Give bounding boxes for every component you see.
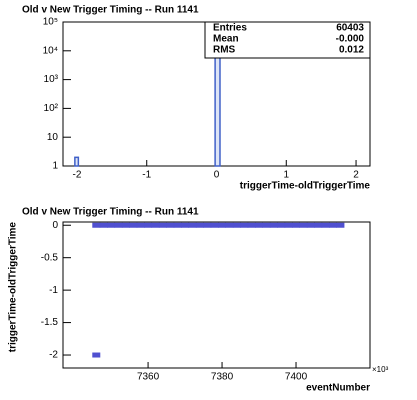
y-tick-label: 10 (47, 132, 59, 143)
point (188, 222, 197, 228)
point (136, 222, 145, 228)
y-tick-label: -1.5 (41, 317, 59, 328)
y-tick-label: 10⁵ (43, 17, 58, 28)
point (225, 222, 234, 228)
point (99, 222, 108, 228)
x-tick-label: -1 (142, 170, 151, 181)
point (336, 222, 345, 228)
point (255, 222, 264, 228)
x-multiplier: ×10³ (372, 365, 389, 374)
stats-label: RMS (213, 45, 236, 56)
y-tick-label: 1 (52, 161, 58, 172)
point (107, 222, 116, 228)
stats-box (204, 21, 371, 59)
y-tick-label: -1 (49, 285, 58, 296)
x-tick-label: 7380 (211, 372, 234, 383)
x-tick-label: 7360 (137, 372, 160, 383)
point (277, 222, 286, 228)
x-tick-label: 7400 (285, 372, 308, 383)
y-axis-label: triggerTime-oldTriggerTime (8, 222, 19, 353)
histogram-bar (74, 156, 80, 167)
stats-value: -0.000 (336, 34, 365, 45)
point (151, 222, 160, 228)
stats-value: 60403 (336, 23, 364, 34)
point (129, 222, 138, 228)
point (121, 222, 130, 228)
y-tick-label: 10² (44, 103, 59, 114)
point (284, 222, 293, 228)
point (92, 222, 101, 228)
x-tick-label: 0 (214, 170, 220, 181)
point (262, 222, 271, 228)
point (247, 222, 256, 228)
x-axis-label: eventNumber (306, 383, 370, 394)
x-tick-label: 2 (353, 170, 359, 181)
stats-label: Entries (213, 23, 247, 34)
chart-title: Old v New Trigger Timing -- Run 1141 (22, 5, 199, 16)
point (92, 352, 101, 358)
point (203, 222, 212, 228)
point (114, 222, 123, 228)
stats-label: Mean (213, 34, 239, 45)
y-tick-label: 10⁴ (43, 45, 58, 56)
point (314, 222, 323, 228)
point (306, 222, 315, 228)
point (173, 222, 182, 228)
point (166, 222, 175, 228)
point (144, 222, 153, 228)
point (299, 222, 308, 228)
point (195, 222, 204, 228)
plot-frame (62, 221, 371, 369)
point (218, 222, 227, 228)
stats-value: 0.012 (339, 45, 364, 56)
point (329, 222, 338, 228)
y-tick-label: -2 (49, 350, 58, 361)
point (240, 222, 249, 228)
x-tick-label: 1 (283, 170, 289, 181)
y-tick-label: 0 (52, 220, 58, 231)
point (321, 222, 330, 228)
y-tick-label: 10³ (44, 74, 59, 85)
point (292, 222, 301, 228)
point (232, 222, 241, 228)
y-tick-label: -0.5 (41, 252, 59, 263)
point (210, 222, 219, 228)
point (269, 222, 278, 228)
chart-title: Old v New Trigger Timing -- Run 1141 (22, 207, 199, 218)
point (158, 222, 167, 228)
x-axis-label: triggerTime-oldTriggerTime (240, 181, 371, 192)
point (181, 222, 190, 228)
x-tick-label: -2 (73, 170, 82, 181)
